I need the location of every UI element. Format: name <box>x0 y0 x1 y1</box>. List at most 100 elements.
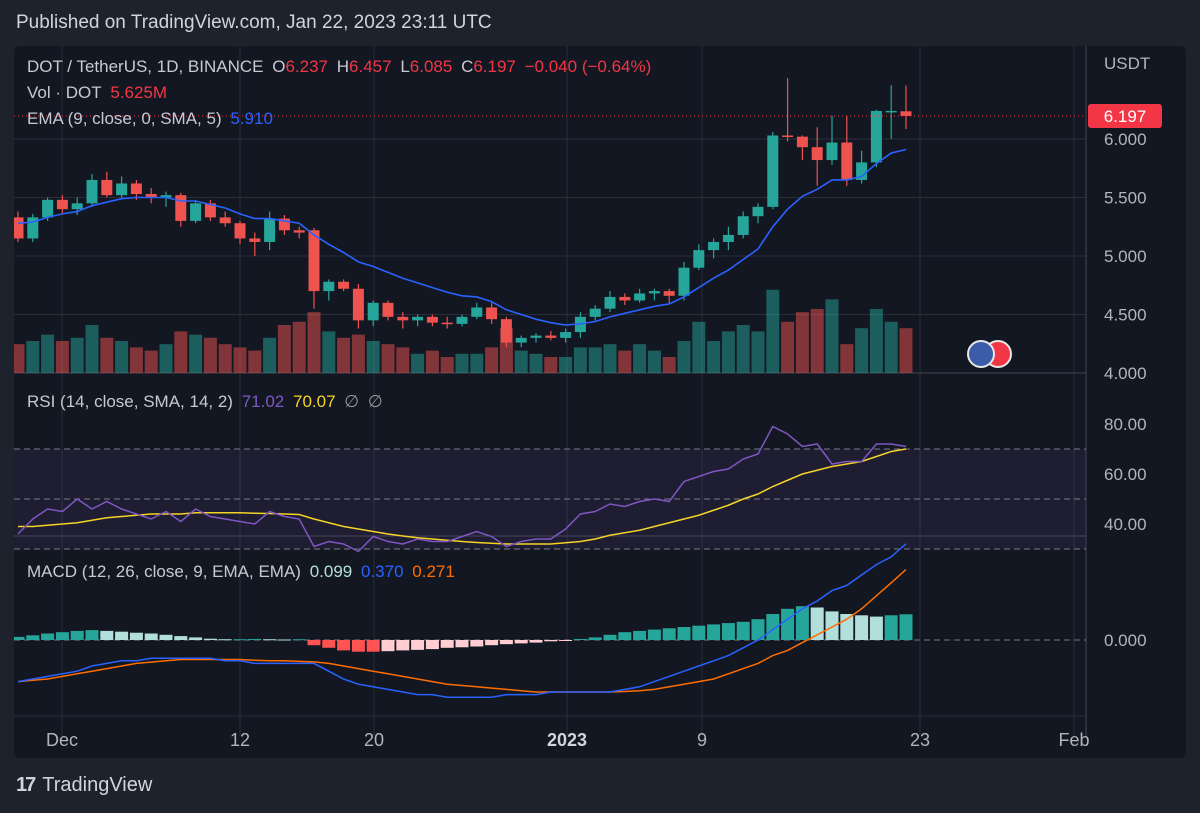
macd-hist-bar <box>869 616 883 640</box>
macd-hist-bar <box>633 630 647 640</box>
macd-hist-bar <box>603 634 617 640</box>
x-tick-label: Feb <box>1058 730 1089 750</box>
candle-body <box>249 238 261 242</box>
volume-bar <box>381 344 395 373</box>
volume-bar <box>248 350 262 373</box>
macd-hist-bar <box>795 606 809 640</box>
candle-body <box>293 230 305 233</box>
candle-body <box>456 316 468 324</box>
candle-body <box>101 179 113 196</box>
symbol-label[interactable]: DOT / TetherUS, 1D, BINANCE <box>27 57 264 76</box>
volume-bar <box>869 309 883 373</box>
currency-label: USDT <box>1104 54 1150 73</box>
candle-body <box>160 195 172 198</box>
volume-bar <box>129 347 143 373</box>
candle-body <box>663 291 675 296</box>
candle-body <box>648 291 660 294</box>
macd-hist-bar <box>337 640 351 651</box>
volume-bar <box>899 328 913 373</box>
macd-hist-bar <box>647 629 661 640</box>
candle-body <box>190 203 202 221</box>
volume-bar <box>174 331 188 373</box>
open-label: O <box>272 57 286 76</box>
rsi-sma-line <box>18 448 907 545</box>
macd-label[interactable]: MACD (12, 26, close, 9, EMA, EMA) <box>27 562 301 581</box>
macd-hist-value: 0.099 <box>309 562 353 581</box>
volume-bar <box>425 350 439 373</box>
volume-value: 5.625M <box>110 83 168 102</box>
rsi-tick-label: 80.00 <box>1104 415 1147 434</box>
macd-hist-bar <box>470 640 484 647</box>
candle-body <box>737 216 749 235</box>
ema-label[interactable]: EMA (9, close, 0, SMA, 5) <box>27 109 222 128</box>
macd-hist-bar <box>588 637 602 640</box>
volume-bar <box>470 353 484 373</box>
macd-hist-bar <box>366 640 380 652</box>
volume-bar <box>263 337 277 373</box>
macd-hist-bar <box>189 637 203 640</box>
change-value: −0.040 (−0.64%) <box>524 57 652 76</box>
candle-body <box>71 203 83 210</box>
candle-body <box>441 322 453 325</box>
candle-body <box>856 162 868 180</box>
footer: 17 TradingView <box>16 774 152 797</box>
volume-bar <box>781 321 795 373</box>
chart-svg[interactable]: 6.197 USDT 6.000 5.500 5.000 4.500 4.000 80.00 6… <box>14 46 1186 758</box>
x-tick-label: 20 <box>364 730 384 750</box>
candle-body <box>204 203 216 218</box>
volume-legend: Vol · DOT 5.625M <box>27 83 171 103</box>
macd-hist-bar <box>277 639 291 641</box>
volume-bar <box>115 341 129 373</box>
candle-body <box>500 319 512 343</box>
rsi-line <box>17 425 907 553</box>
macd-hist-bar <box>544 640 558 642</box>
volume-bar <box>440 357 454 373</box>
macd-hist-bar <box>248 638 262 640</box>
open-value: 6.237 <box>285 57 329 76</box>
macd-hist-bar <box>766 614 780 640</box>
macd-hist-bar <box>425 640 439 650</box>
candle-body <box>811 147 823 161</box>
high-value: 6.457 <box>349 57 392 76</box>
candle-body <box>130 183 142 194</box>
volume-bar <box>144 350 158 373</box>
candle-body <box>412 316 424 321</box>
rsi-legend: RSI (14, close, SMA, 14, 2) 71.02 70.07 … <box>27 392 387 412</box>
ema-line <box>17 148 907 326</box>
candle-body <box>264 218 276 242</box>
high-label: H <box>336 57 350 76</box>
macd-hist-bar <box>721 623 735 640</box>
brand-name: TradingView <box>42 774 153 796</box>
volume-bar <box>396 347 410 373</box>
us-flag-icon <box>967 340 995 368</box>
macd-hist-bar <box>144 633 158 640</box>
candle-body <box>708 241 720 251</box>
chart-panel[interactable]: 6.197 USDT 6.000 5.500 5.000 4.500 4.000 80.00 6… <box>14 46 1186 758</box>
x-tick-label: 9 <box>697 730 707 750</box>
candle-body <box>56 199 68 210</box>
volume-bar <box>633 344 647 373</box>
candle-body <box>752 206 764 217</box>
candle-body <box>782 135 794 137</box>
macd-hist-bar <box>455 640 469 648</box>
candle-body <box>27 217 39 239</box>
volume-label[interactable]: Vol · DOT <box>27 83 102 102</box>
volume-bar <box>647 350 661 373</box>
macd-hist-bar <box>203 638 217 640</box>
volume-bar <box>85 325 99 373</box>
macd-hist-bar <box>129 632 143 640</box>
rsi-tick-label: 40.00 <box>1104 515 1147 534</box>
volume-bar <box>692 321 706 373</box>
candle-body <box>338 281 350 289</box>
macd-hist-bar <box>322 640 336 648</box>
volume-bar <box>307 312 321 373</box>
macd-hist-bar <box>115 631 129 640</box>
volume-bar <box>366 341 380 373</box>
price-tick-label: 4.500 <box>1104 306 1147 325</box>
macd-hist-bar <box>292 639 306 641</box>
volume-bar <box>189 334 203 373</box>
macd-hist-bar <box>573 638 587 640</box>
x-tick-label: Dec <box>46 730 78 750</box>
rsi-label[interactable]: RSI (14, close, SMA, 14, 2) <box>27 392 233 411</box>
macd-hist-bar <box>736 621 750 640</box>
